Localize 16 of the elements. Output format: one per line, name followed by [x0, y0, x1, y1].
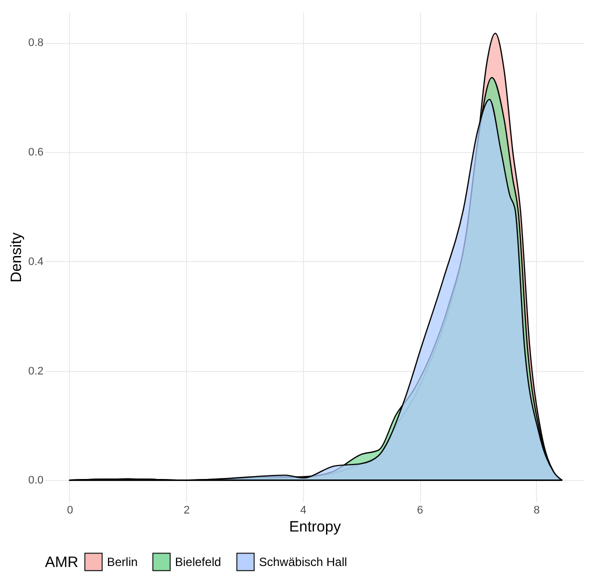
y-tick-label: 0.4: [28, 256, 44, 268]
x-tick-label: 6: [416, 504, 424, 516]
legend-label: Berlin: [107, 554, 138, 569]
legend-label: Schwäbisch Hall: [259, 554, 348, 569]
legend-title: AMR: [45, 554, 78, 571]
y-axis-title: Density: [8, 232, 26, 283]
y-tick-label: 0.8: [28, 37, 44, 50]
y-tick-label: 0.6: [28, 146, 44, 158]
y-tick-label: 0.0: [28, 474, 44, 487]
x-tick-label: 4: [300, 504, 306, 516]
legend-label: Bielefeld: [175, 554, 222, 569]
x-tick-label: 8: [534, 504, 540, 516]
y-tick-label: 0.2: [28, 365, 44, 378]
x-axis-title: Entropy: [289, 518, 342, 536]
x-tick-label: 2: [184, 504, 190, 516]
x-tick-label: 0: [66, 504, 74, 516]
